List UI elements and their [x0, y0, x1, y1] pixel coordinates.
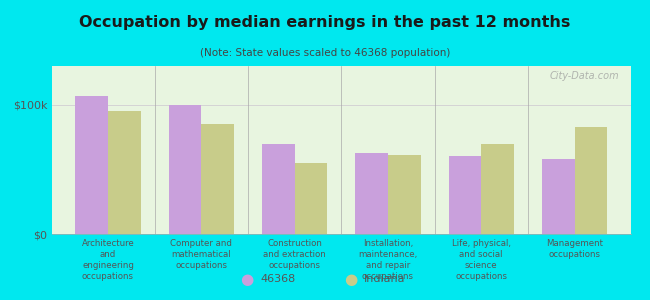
Bar [481, 143, 514, 234]
Bar [542, 159, 575, 234]
Text: City-Data.com: City-Data.com [549, 71, 619, 81]
Bar [262, 143, 294, 234]
Bar [356, 153, 388, 234]
Bar [575, 127, 607, 234]
Bar [202, 124, 234, 234]
Text: Occupation by median earnings in the past 12 months: Occupation by median earnings in the pas… [79, 15, 571, 30]
Bar [294, 163, 327, 234]
Bar [168, 105, 202, 234]
Text: 46368: 46368 [260, 274, 295, 284]
Text: ●: ● [240, 272, 254, 286]
Text: ●: ● [344, 272, 358, 286]
Bar [448, 157, 481, 234]
Text: Indiana: Indiana [364, 274, 406, 284]
Bar [388, 155, 421, 234]
Bar [108, 111, 140, 234]
Bar [75, 96, 108, 234]
Text: (Note: State values scaled to 46368 population): (Note: State values scaled to 46368 popu… [200, 48, 450, 58]
